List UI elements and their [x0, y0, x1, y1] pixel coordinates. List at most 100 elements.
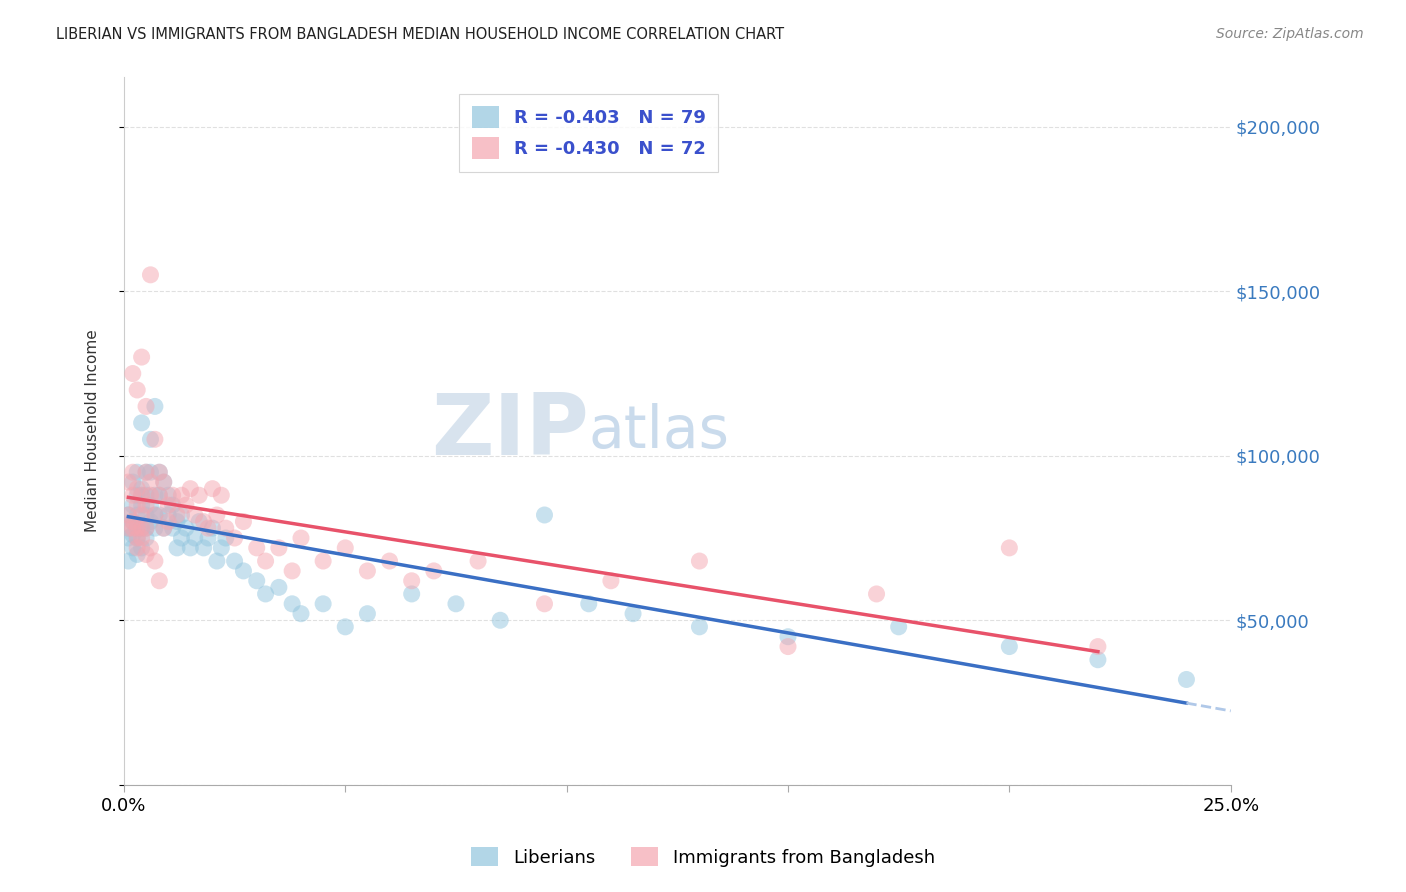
Point — [290, 531, 312, 545]
Point — [117, 508, 139, 522]
Point — [170, 531, 193, 545]
Point — [599, 574, 621, 588]
Point — [215, 531, 238, 545]
Point — [117, 554, 139, 568]
Point — [688, 620, 710, 634]
Point — [335, 620, 357, 634]
Point — [267, 541, 290, 555]
Point — [281, 597, 304, 611]
Point — [139, 515, 162, 529]
Point — [170, 488, 193, 502]
Point — [201, 521, 224, 535]
Point — [184, 531, 207, 545]
Point — [139, 475, 162, 489]
Point — [232, 564, 254, 578]
Point — [135, 508, 157, 522]
Point — [135, 465, 157, 479]
Point — [246, 541, 269, 555]
Point — [335, 541, 357, 555]
Text: ZIP: ZIP — [432, 390, 589, 473]
Point — [998, 541, 1021, 555]
Point — [467, 554, 489, 568]
Point — [444, 597, 467, 611]
Point — [166, 515, 188, 529]
Point — [162, 488, 184, 502]
Point — [131, 508, 153, 522]
Point — [139, 541, 162, 555]
Point — [143, 488, 166, 502]
Point — [121, 367, 143, 381]
Point — [127, 498, 149, 512]
Point — [232, 515, 254, 529]
Point — [533, 508, 555, 522]
Point — [121, 498, 143, 512]
Point — [121, 515, 143, 529]
Point — [127, 508, 149, 522]
Point — [135, 465, 157, 479]
Point — [489, 613, 512, 627]
Point — [578, 597, 600, 611]
Point — [117, 521, 139, 535]
Point — [121, 521, 143, 535]
Point — [776, 630, 799, 644]
Point — [193, 515, 215, 529]
Point — [135, 521, 157, 535]
Point — [139, 268, 162, 282]
Point — [401, 574, 423, 588]
Point — [184, 508, 207, 522]
Point — [148, 488, 170, 502]
Point — [281, 564, 304, 578]
Point — [378, 554, 401, 568]
Point — [998, 640, 1021, 654]
Point — [127, 531, 149, 545]
Point — [197, 531, 219, 545]
Point — [166, 508, 188, 522]
Point — [127, 383, 149, 397]
Point — [143, 508, 166, 522]
Point — [205, 554, 228, 568]
Point — [127, 482, 149, 496]
Point — [131, 541, 153, 555]
Point — [174, 498, 197, 512]
Point — [117, 531, 139, 545]
Point — [148, 508, 170, 522]
Point — [127, 521, 149, 535]
Point — [152, 475, 174, 489]
Point — [162, 521, 184, 535]
Point — [152, 521, 174, 535]
Point — [162, 498, 184, 512]
Text: LIBERIAN VS IMMIGRANTS FROM BANGLADESH MEDIAN HOUSEHOLD INCOME CORRELATION CHART: LIBERIAN VS IMMIGRANTS FROM BANGLADESH M… — [56, 27, 785, 42]
Point — [127, 521, 149, 535]
Legend: R = -0.403   N = 79, R = -0.430   N = 72: R = -0.403 N = 79, R = -0.430 N = 72 — [460, 94, 718, 172]
Point — [188, 488, 211, 502]
Point — [356, 607, 378, 621]
Point — [121, 488, 143, 502]
Point — [179, 482, 201, 496]
Point — [188, 515, 211, 529]
Point — [1087, 653, 1109, 667]
Point — [139, 488, 162, 502]
Point — [290, 607, 312, 621]
Point — [131, 498, 153, 512]
Point — [205, 508, 228, 522]
Point — [139, 498, 162, 512]
Point — [131, 482, 153, 496]
Point — [148, 465, 170, 479]
Point — [135, 521, 157, 535]
Point — [215, 521, 238, 535]
Point — [254, 554, 277, 568]
Point — [533, 597, 555, 611]
Point — [148, 465, 170, 479]
Point — [143, 554, 166, 568]
Point — [254, 587, 277, 601]
Point — [148, 488, 170, 502]
Point — [157, 488, 180, 502]
Point — [121, 515, 143, 529]
Point — [209, 541, 232, 555]
Point — [135, 498, 157, 512]
Point — [117, 508, 139, 522]
Point — [688, 554, 710, 568]
Point — [135, 548, 157, 562]
Point — [121, 541, 143, 555]
Point — [865, 587, 887, 601]
